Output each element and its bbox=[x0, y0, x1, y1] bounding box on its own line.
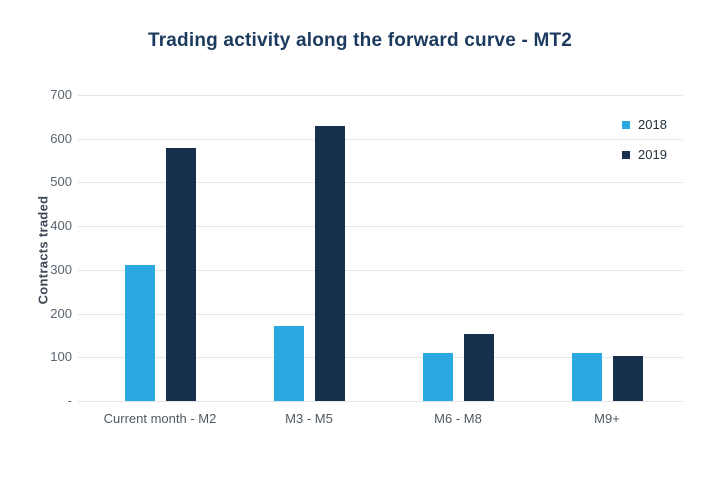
bar-2019 bbox=[314, 126, 345, 401]
y-tick-label: 500 bbox=[50, 174, 72, 190]
y-tick-label: 600 bbox=[50, 130, 72, 146]
legend-item-2018: 2018 bbox=[622, 117, 667, 132]
legend-label: 2019 bbox=[638, 147, 667, 162]
bar-2018 bbox=[273, 325, 304, 401]
gridline bbox=[78, 357, 683, 359]
legend-swatch-icon bbox=[622, 120, 630, 129]
bar-2019 bbox=[463, 334, 494, 401]
gridline bbox=[78, 182, 683, 184]
legend-label: 2018 bbox=[638, 117, 667, 132]
y-tick-label: 400 bbox=[50, 218, 72, 234]
bar-2018 bbox=[124, 264, 155, 401]
gridline bbox=[78, 269, 683, 271]
bar-2019 bbox=[612, 355, 643, 401]
legend-item-2019: 2019 bbox=[622, 147, 667, 162]
y-tick-label: 200 bbox=[50, 305, 72, 321]
x-tick-label: M6 - M8 bbox=[434, 411, 482, 426]
gridline bbox=[78, 95, 683, 96]
gridline bbox=[78, 226, 683, 228]
bar-2018 bbox=[422, 352, 453, 401]
y-tick-label: 700 bbox=[50, 87, 72, 102]
x-tick-label: M9+ bbox=[594, 411, 620, 426]
gridline bbox=[78, 401, 683, 402]
bar-2018 bbox=[571, 352, 602, 401]
gridline bbox=[78, 138, 683, 140]
gridline bbox=[78, 313, 683, 315]
legend-swatch-icon bbox=[622, 150, 630, 159]
x-tick-label: M3 - M5 bbox=[285, 411, 333, 426]
y-tick-label: - bbox=[67, 393, 72, 408]
y-tick-label: 300 bbox=[50, 261, 72, 277]
chart-title: Trading activity along the forward curve… bbox=[147, 30, 573, 51]
x-tick-label: Current month - M2 bbox=[103, 411, 217, 426]
bar-2019 bbox=[165, 148, 196, 401]
y-tick-label: 100 bbox=[50, 349, 72, 365]
